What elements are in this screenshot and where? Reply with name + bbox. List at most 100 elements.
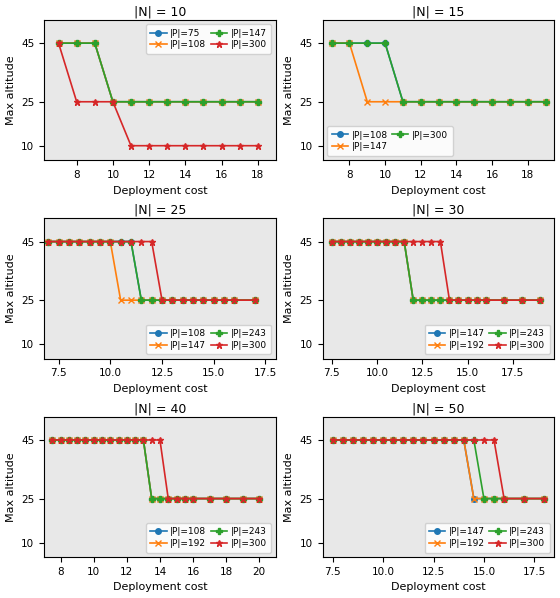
|P|=300 [430, 437, 437, 444]
|P|=300 [339, 437, 346, 444]
|P|=300 [460, 437, 467, 444]
|P|=147 [128, 297, 134, 304]
|P|=147 [349, 437, 356, 444]
|P|=243 [501, 495, 507, 502]
Line: |P|=108: |P|=108 [55, 39, 261, 105]
|P|=243 [66, 437, 72, 444]
|P|=147 [169, 297, 176, 304]
|P|=243 [132, 437, 138, 444]
|P|=300 [148, 437, 155, 444]
|P|=108 [236, 98, 243, 105]
|P|=243 [400, 437, 407, 444]
|P|=243 [501, 297, 507, 304]
|P|=108 [86, 238, 93, 245]
|P|=300 [221, 297, 227, 304]
|P|=300 [338, 238, 344, 245]
|P|=192 [450, 437, 457, 444]
|P|=108 [489, 98, 496, 105]
|P|=147 [521, 495, 528, 502]
|P|=108 [179, 297, 186, 304]
|P|=300 [450, 437, 457, 444]
Line: |P|=108: |P|=108 [329, 41, 548, 105]
|P|=108 [364, 39, 371, 47]
|P|=243 [231, 297, 238, 304]
|P|=243 [349, 437, 356, 444]
|P|=300 [374, 238, 380, 245]
|P|=108 [107, 238, 114, 245]
X-axis label: Deployment cost: Deployment cost [391, 384, 486, 394]
|P|=300 [90, 437, 97, 444]
Title: |N| = 15: |N| = 15 [412, 5, 465, 19]
|P|=243 [66, 238, 72, 245]
|P|=300 [86, 238, 93, 245]
|P|=243 [473, 297, 480, 304]
|P|=300 [140, 437, 147, 444]
|P|=300 [480, 437, 487, 444]
Line: |P|=243: |P|=243 [329, 239, 543, 303]
|P|=300 [542, 98, 549, 105]
|P|=147 [252, 297, 259, 304]
|P|=108 [140, 437, 147, 444]
|P|=108 [132, 437, 138, 444]
|P|=192 [338, 238, 344, 245]
|P|=243 [401, 238, 408, 245]
|P|=147 [107, 238, 114, 245]
|P|=147 [524, 98, 531, 105]
|P|=192 [501, 297, 507, 304]
|P|=75 [146, 98, 152, 105]
|P|=243 [169, 297, 176, 304]
|P|=192 [206, 495, 213, 502]
|P|=147 [450, 437, 457, 444]
Title: |N| = 30: |N| = 30 [412, 204, 465, 217]
|P|=108 [542, 98, 549, 105]
|P|=243 [124, 437, 130, 444]
|P|=147 [519, 297, 525, 304]
|P|=108 [157, 495, 164, 502]
|P|=300 [146, 142, 152, 150]
Line: |P|=147: |P|=147 [56, 41, 260, 105]
|P|=192 [339, 437, 346, 444]
|P|=147 [446, 297, 453, 304]
|P|=192 [390, 437, 396, 444]
|P|=192 [356, 238, 362, 245]
Legend: |P|=147, |P|=192, |P|=243, |P|=300: |P|=147, |P|=192, |P|=243, |P|=300 [424, 325, 550, 354]
|P|=192 [491, 495, 497, 502]
|P|=192 [181, 495, 188, 502]
X-axis label: Deployment cost: Deployment cost [391, 185, 486, 196]
|P|=300 [346, 39, 353, 47]
|P|=192 [328, 238, 335, 245]
|P|=147 [501, 495, 507, 502]
|P|=147 [76, 238, 83, 245]
|P|=147 [218, 98, 225, 105]
|P|=243 [76, 238, 83, 245]
|P|=108 [328, 39, 335, 47]
|P|=108 [524, 98, 531, 105]
|P|=300 [66, 437, 72, 444]
|P|=192 [99, 437, 105, 444]
Line: |P|=243: |P|=243 [330, 437, 547, 501]
|P|=300 [349, 437, 356, 444]
|P|=300 [401, 238, 408, 245]
|P|=300 [148, 238, 155, 245]
|P|=192 [49, 437, 55, 444]
|P|=147 [410, 297, 417, 304]
|P|=300 [419, 238, 426, 245]
|P|=300 [91, 98, 98, 105]
|P|=192 [519, 297, 525, 304]
|P|=108 [146, 98, 152, 105]
|P|=300 [437, 238, 444, 245]
|P|=243 [365, 238, 371, 245]
|P|=147 [164, 98, 171, 105]
|P|=192 [460, 437, 467, 444]
Line: |P|=147: |P|=147 [328, 39, 549, 105]
|P|=75 [218, 98, 225, 105]
|P|=192 [446, 297, 453, 304]
|P|=243 [420, 437, 427, 444]
|P|=300 [400, 98, 407, 105]
|P|=300 [107, 437, 114, 444]
|P|=300 [206, 495, 213, 502]
|P|=300 [182, 142, 189, 150]
|P|=243 [347, 238, 353, 245]
|P|=243 [339, 437, 346, 444]
|P|=243 [239, 495, 246, 502]
